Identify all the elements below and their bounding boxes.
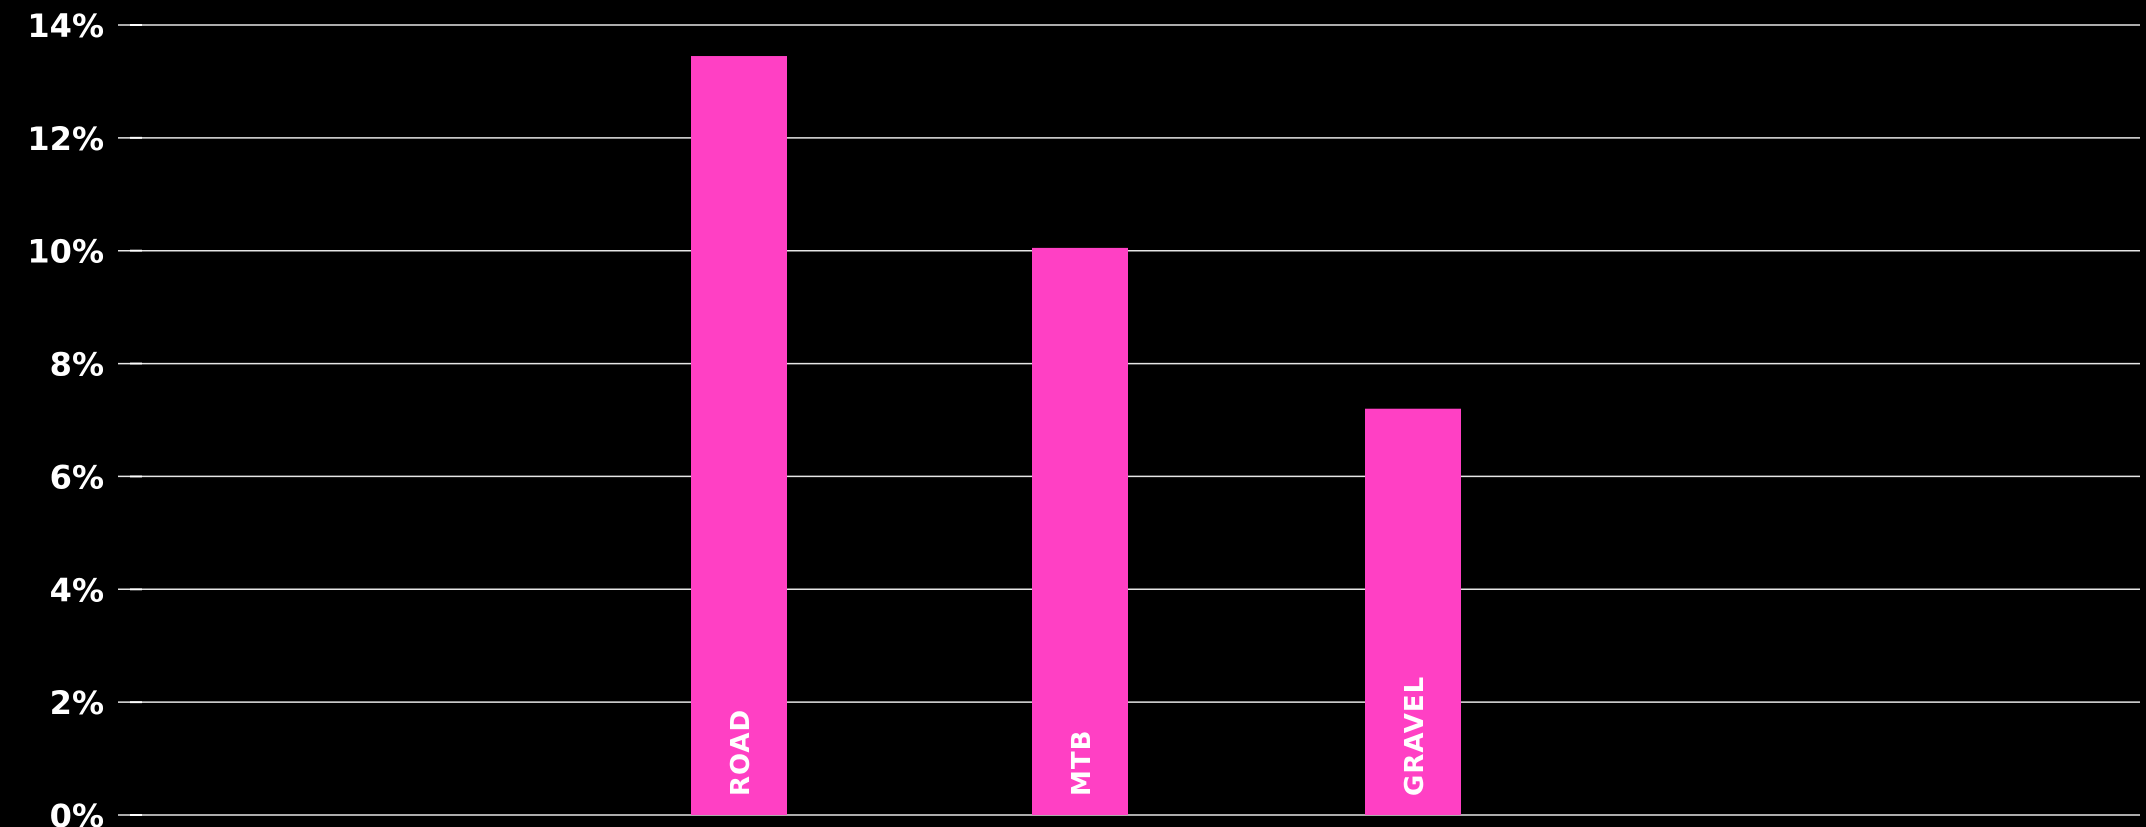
bar-label-road: ROAD <box>726 709 756 796</box>
grid-layer <box>118 24 2140 816</box>
y-tick-label: 12% <box>27 120 104 158</box>
bar-labels: ROAD MTB GRAVEL <box>726 676 1430 796</box>
y-tick-label: 4% <box>50 571 104 609</box>
y-tick-label: 6% <box>50 458 104 496</box>
bar-label-gravel: GRAVEL <box>1400 676 1430 796</box>
y-tick-label: 2% <box>50 684 104 722</box>
bars <box>691 56 1461 816</box>
bar-label-mtb: MTB <box>1067 730 1097 796</box>
y-tick-label: 10% <box>27 233 104 271</box>
y-axis: 0% 2% 4% 6% 8% 10% 12% 14% <box>27 7 142 827</box>
y-tick-label: 14% <box>27 7 104 45</box>
bar-gravel <box>1365 408 1461 815</box>
bar-road <box>691 56 787 816</box>
y-tick-label: 0% <box>50 797 104 827</box>
bar-mtb <box>1032 247 1128 816</box>
y-tick-label: 8% <box>50 346 104 384</box>
